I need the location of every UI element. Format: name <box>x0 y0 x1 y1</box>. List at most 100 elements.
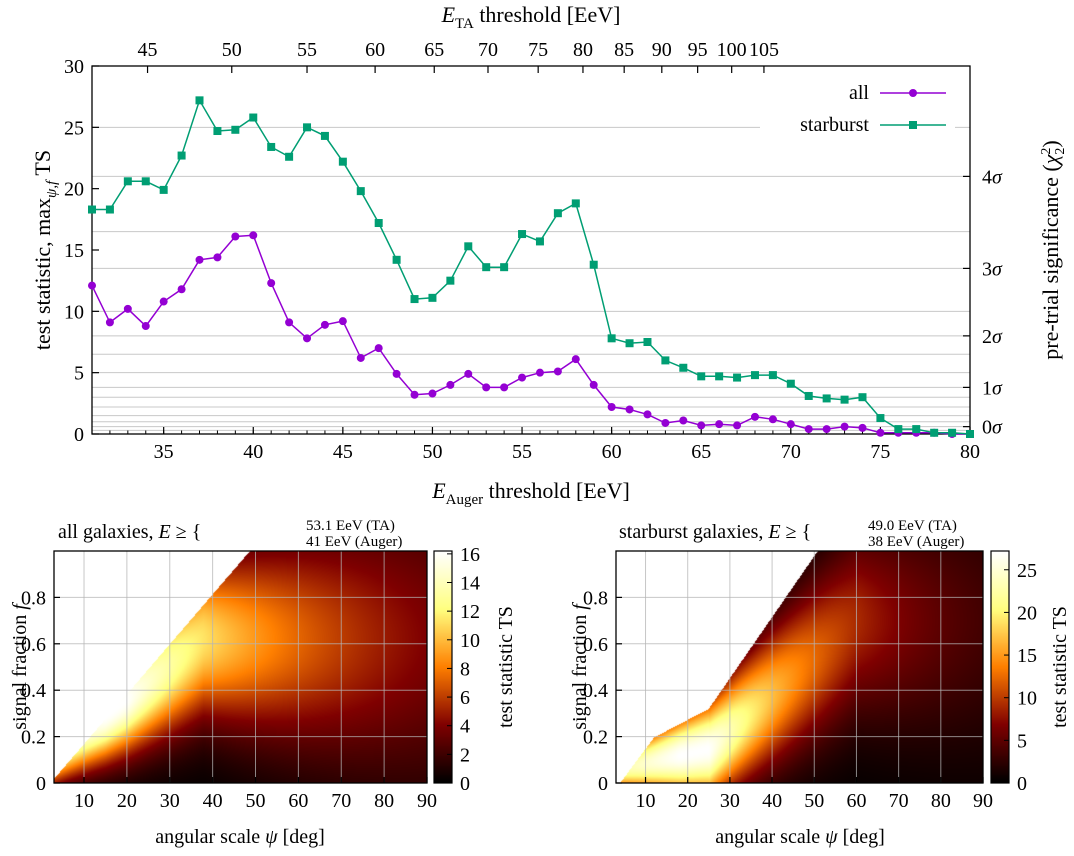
top-line-chart: 35 40 45 50 55 60 65 70 75 80 0 5 10 15 20 25 30 45 50 55 60… <box>30 2 1068 508</box>
top-tick-label: 100 <box>717 39 747 61</box>
point-starburst <box>285 152 294 161</box>
heatmap-y-tick-label: 0 <box>36 773 46 795</box>
colorbar-tick-label: 16 <box>460 544 480 566</box>
point-all <box>858 423 867 432</box>
heatmap-starburst-frame <box>615 550 984 784</box>
point-starburst <box>213 127 222 136</box>
point-starburst <box>840 395 849 404</box>
point-all <box>141 322 150 331</box>
heatmap-all-title: all galaxies, E ≥ { <box>58 521 201 543</box>
point-starburst <box>786 379 795 388</box>
heatmap-x-tick-label: 30 <box>160 790 180 812</box>
y-tick-label: 20 <box>64 179 84 201</box>
point-all <box>213 253 222 262</box>
y-tick-label: 30 <box>64 56 84 78</box>
heatmap-x-tick-label: 20 <box>678 790 698 812</box>
heatmap-y-tick-label: 0.2 <box>583 727 608 749</box>
heatmap-starburst-ylabel: signal fraction f <box>569 602 591 730</box>
colorbar-starburst-holder <box>991 551 1009 783</box>
point-all <box>177 285 186 294</box>
legend-background <box>760 76 955 140</box>
point-all <box>715 420 724 429</box>
x-tick-label: 40 <box>243 441 263 463</box>
colorbar-tick-label: 2 <box>460 744 470 766</box>
point-all <box>840 422 849 431</box>
top-tick-label: 55 <box>297 39 317 61</box>
top-tick-label: 95 <box>688 39 708 61</box>
point-all <box>607 403 616 412</box>
legend-marker-all <box>909 89 917 97</box>
point-all <box>338 317 347 326</box>
colorbar-starburst-label: test statistic TS <box>1049 606 1071 728</box>
series-line-all <box>91 234 970 435</box>
heatmap-all-grid <box>54 551 428 784</box>
point-all <box>876 428 885 437</box>
heatmap-x-tick-label: 90 <box>973 790 993 812</box>
point-starburst <box>679 363 688 372</box>
colorbar-tick-label: 6 <box>460 687 470 709</box>
heatmap-x-tick-label: 10 <box>636 790 656 812</box>
point-starburst <box>966 430 974 438</box>
point-starburst <box>768 371 777 380</box>
heatmap-x-tick-label: 70 <box>889 790 909 812</box>
point-starburst <box>733 373 742 382</box>
sigma-tick-label: 1σ <box>982 377 1003 399</box>
heatmap-starburst-galaxies: 10 20 30 40 50 60 70 80 90 0 0.2 0.4 0.6 0.8 0 5 10 15 20… <box>569 518 1071 848</box>
point-starburst <box>750 371 759 380</box>
y2-axis-label: pre-trial significance (χ22) <box>1038 140 1068 359</box>
top-tick-label: 105 <box>749 39 779 61</box>
point-starburst <box>464 242 473 251</box>
x-tick-label: 35 <box>154 441 174 463</box>
heatmap-x-tick-label: 30 <box>720 790 740 812</box>
heatmap-starburst-title-upper: 49.0 EeV (TA) <box>868 518 957 534</box>
point-starburst <box>410 295 419 304</box>
colorbar-tick-label: 10 <box>1017 688 1037 710</box>
series-line-starburst <box>92 98 971 435</box>
heatmap-all-canvas-holder <box>54 551 427 783</box>
point-starburst <box>589 260 598 269</box>
point-starburst <box>88 205 96 214</box>
heatmap-x-tick-label: 20 <box>117 790 137 812</box>
point-all <box>786 420 795 429</box>
heatmap-all-image <box>54 551 427 783</box>
legend-label-starburst: starburst <box>800 114 869 136</box>
point-starburst <box>428 293 437 302</box>
x-tick-label: 70 <box>781 441 801 463</box>
point-all <box>589 380 598 389</box>
point-starburst <box>643 338 652 346</box>
point-starburst <box>338 157 347 166</box>
colorbar-all-ticks: 0 2 4 6 8 10 12 14 16 <box>447 544 480 795</box>
point-starburst <box>267 142 276 151</box>
point-all <box>105 318 114 327</box>
top-axis-label: ETA threshold [EeV] <box>441 2 621 32</box>
point-starburst <box>392 255 401 264</box>
heatmap-starburst-ticks: 10 20 30 40 50 60 70 80 90 0 0.2 0.4 0.6 0.8 <box>583 587 993 812</box>
x-tick-label: 65 <box>691 441 711 463</box>
heatmap-starburst-image <box>616 551 983 783</box>
point-starburst <box>535 237 544 246</box>
heatmap-all-ticks: 10 20 30 40 50 60 70 80 90 0 0.2 0.4 0.6 0.8 <box>21 587 437 812</box>
heatmap-starburst-xlabel: angular scale ψ [deg] <box>715 826 885 848</box>
heatmap-x-tick-label: 80 <box>931 790 951 812</box>
point-starburst <box>894 425 903 434</box>
point-starburst <box>123 177 132 186</box>
colorbar-tick-label: 8 <box>460 658 470 680</box>
y-tick-label: 0 <box>74 424 84 446</box>
point-starburst <box>356 187 365 196</box>
top-tick-label: 60 <box>365 39 385 61</box>
point-all <box>518 373 527 382</box>
point-all <box>88 281 96 290</box>
colorbar-all-frame <box>433 550 453 784</box>
heatmap-x-tick-label: 50 <box>246 790 266 812</box>
heatmap-x-tick-label: 50 <box>804 790 824 812</box>
point-all <box>285 318 294 327</box>
point-starburst <box>876 414 885 423</box>
colorbar-all-image <box>434 551 452 783</box>
point-all <box>661 418 670 427</box>
heatmap-y-tick-label: 0.6 <box>583 634 608 656</box>
point-all <box>553 367 562 376</box>
heatmap-all-title-upper: 53.1 EeV (TA) <box>306 518 395 534</box>
point-starburst <box>303 123 312 132</box>
